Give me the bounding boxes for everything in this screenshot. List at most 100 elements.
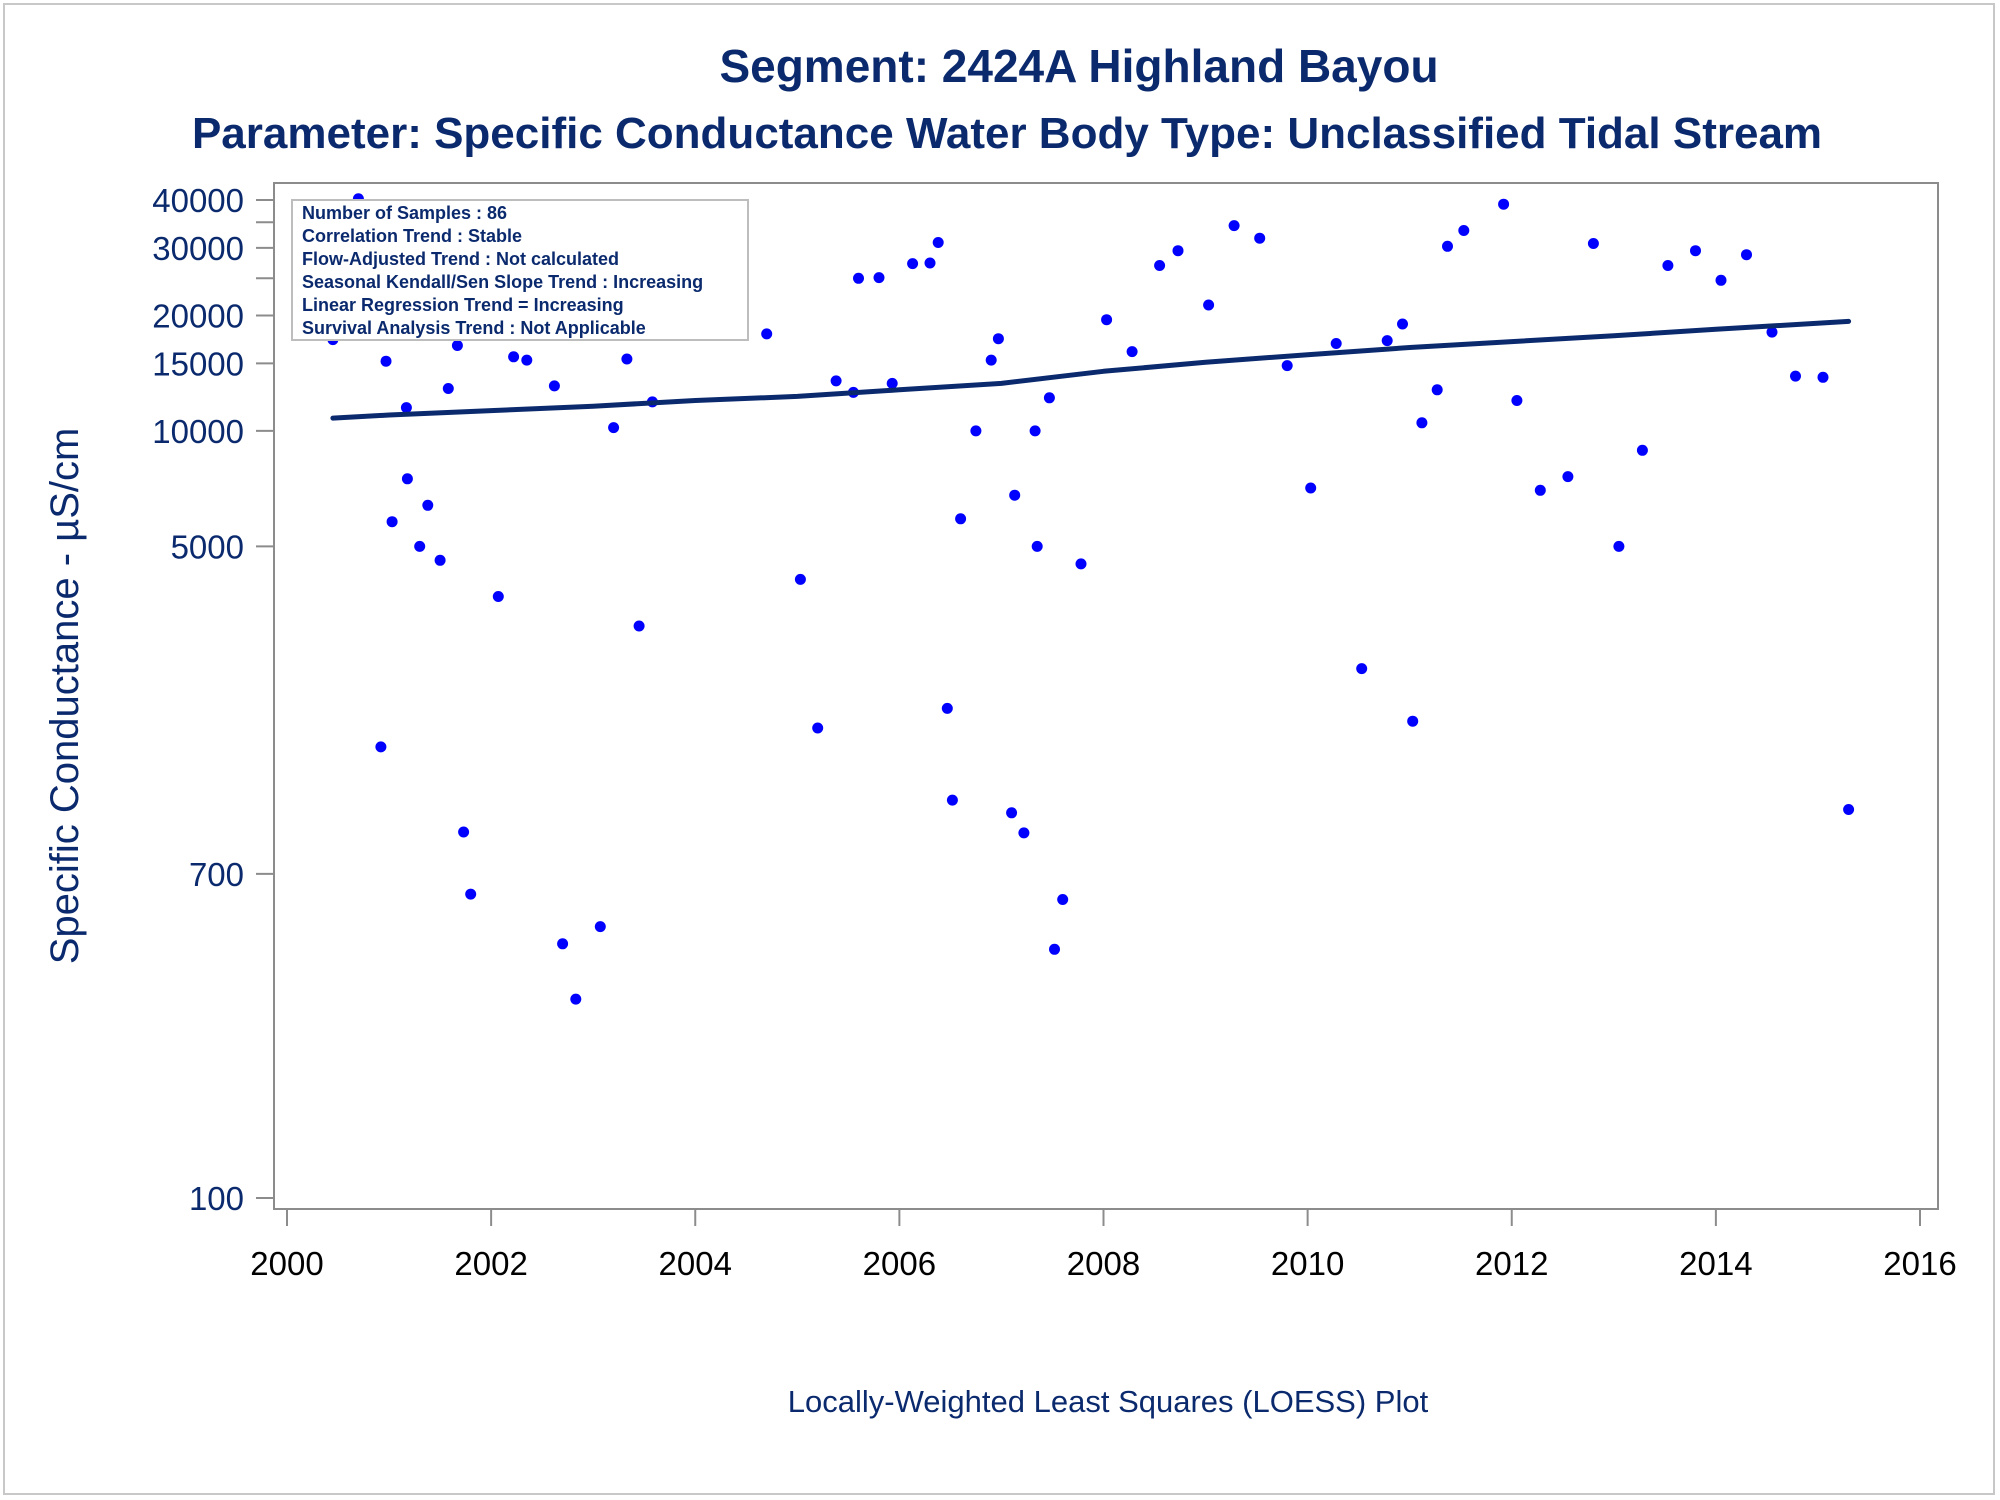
stats-line: Survival Analysis Trend : Not Applicable bbox=[302, 318, 646, 338]
stats-box-border bbox=[291, 199, 749, 341]
data-point bbox=[873, 272, 885, 284]
data-point bbox=[907, 258, 919, 270]
data-point bbox=[1442, 240, 1453, 252]
data-point bbox=[434, 554, 446, 566]
y-tick-label: 10000 bbox=[152, 413, 244, 450]
stats-box: Number of Samples : 86 Correlation Trend … bbox=[291, 199, 749, 341]
data-point bbox=[853, 272, 864, 284]
data-point bbox=[1126, 346, 1138, 358]
stats-line: Flow-Adjusted Trend : Not calculated bbox=[302, 249, 619, 269]
data-point bbox=[886, 377, 898, 389]
data-point bbox=[812, 722, 824, 734]
data-point bbox=[1305, 482, 1317, 494]
x-tick-label: 2010 bbox=[1271, 1245, 1344, 1282]
data-point bbox=[1407, 715, 1419, 727]
data-point bbox=[1416, 417, 1428, 429]
y-tick-label: 5000 bbox=[171, 528, 244, 565]
data-point bbox=[955, 513, 967, 525]
data-point bbox=[465, 888, 477, 900]
data-point bbox=[1690, 245, 1701, 257]
data-point bbox=[1172, 245, 1184, 257]
data-point bbox=[932, 237, 944, 248]
x-tick-label: 2002 bbox=[454, 1245, 527, 1282]
data-point bbox=[1356, 663, 1368, 675]
data-point bbox=[1381, 335, 1393, 347]
data-point bbox=[1018, 827, 1030, 839]
data-point bbox=[830, 375, 842, 387]
data-point bbox=[1397, 318, 1408, 330]
data-point bbox=[1075, 558, 1087, 570]
chart-title: Segment: 2424A Highland Bayou bbox=[719, 40, 1438, 92]
x-axis: 2000 2002 2004 2006 2008 2010 2012 2014 2016 bbox=[250, 1209, 1957, 1282]
data-point bbox=[1009, 489, 1021, 501]
data-point bbox=[570, 993, 582, 1005]
data-point bbox=[400, 402, 412, 414]
data-point bbox=[521, 354, 533, 366]
data-point bbox=[1662, 260, 1674, 271]
data-point bbox=[1049, 943, 1060, 955]
chart-frame bbox=[3, 3, 1995, 1495]
data-point bbox=[1766, 326, 1778, 338]
data-point bbox=[608, 422, 620, 434]
data-point bbox=[1715, 274, 1727, 286]
loess-line bbox=[330, 318, 1852, 421]
y-axis: 100 700 5000 10000 15000 20000 30000 40000 bbox=[152, 182, 274, 1217]
data-point bbox=[1330, 338, 1342, 349]
data-point bbox=[1254, 232, 1266, 244]
data-point bbox=[1534, 484, 1546, 496]
data-point bbox=[1101, 314, 1113, 326]
y-tick-label: 30000 bbox=[152, 230, 244, 267]
data-point bbox=[946, 794, 958, 806]
data-point bbox=[548, 380, 560, 392]
stats-line: Seasonal Kendall/Sen Slope Trend : Incre… bbox=[302, 272, 703, 292]
data-point bbox=[1817, 371, 1829, 383]
data-point bbox=[1043, 392, 1055, 404]
stats-line: Linear Regression Trend = Increasing bbox=[302, 295, 624, 315]
data-point bbox=[1431, 384, 1443, 396]
x-tick-label: 2004 bbox=[659, 1245, 732, 1282]
data-point bbox=[1029, 425, 1041, 437]
data-point bbox=[508, 351, 520, 363]
data-point bbox=[1636, 444, 1648, 456]
data-point bbox=[492, 591, 504, 602]
x-tick-label: 2016 bbox=[1883, 1245, 1956, 1282]
data-point bbox=[1154, 260, 1166, 271]
data-point bbox=[970, 425, 982, 437]
data-point bbox=[633, 620, 645, 632]
y-tick-label: 100 bbox=[189, 1180, 244, 1217]
data-point bbox=[1031, 540, 1043, 552]
data-point bbox=[386, 516, 398, 528]
y-tick-label: 20000 bbox=[152, 297, 244, 334]
data-point bbox=[761, 328, 773, 340]
data-point bbox=[1587, 238, 1599, 249]
data-point bbox=[794, 573, 806, 585]
y-tick-label: 40000 bbox=[152, 182, 244, 219]
data-point bbox=[375, 741, 387, 753]
data-point bbox=[414, 540, 426, 552]
data-point bbox=[442, 383, 454, 394]
data-point bbox=[1203, 299, 1215, 311]
stats-line: Number of Samples : 86 bbox=[302, 203, 507, 223]
data-point bbox=[992, 333, 1004, 345]
data-point bbox=[1790, 370, 1801, 382]
data-point bbox=[401, 473, 413, 485]
data-point bbox=[380, 355, 392, 367]
data-point bbox=[1057, 894, 1069, 905]
data-point bbox=[1498, 198, 1510, 210]
x-tick-label: 2000 bbox=[250, 1245, 323, 1282]
y-tick-label: 15000 bbox=[152, 345, 244, 382]
x-tick-label: 2006 bbox=[863, 1245, 936, 1282]
x-tick-label: 2014 bbox=[1679, 1245, 1752, 1282]
data-point bbox=[1511, 395, 1523, 406]
data-point bbox=[1843, 804, 1855, 815]
stats-line: Correlation Trend : Stable bbox=[302, 226, 522, 246]
y-axis-label: Specific Conductance - µS/cm bbox=[43, 428, 87, 965]
data-point bbox=[1741, 249, 1752, 261]
x-tick-label: 2008 bbox=[1067, 1245, 1140, 1282]
data-point bbox=[924, 257, 936, 269]
x-tick-label: 2012 bbox=[1475, 1245, 1548, 1282]
data-point bbox=[422, 499, 434, 511]
data-point bbox=[1228, 220, 1240, 232]
data-point bbox=[985, 354, 997, 366]
data-point bbox=[1281, 360, 1293, 372]
